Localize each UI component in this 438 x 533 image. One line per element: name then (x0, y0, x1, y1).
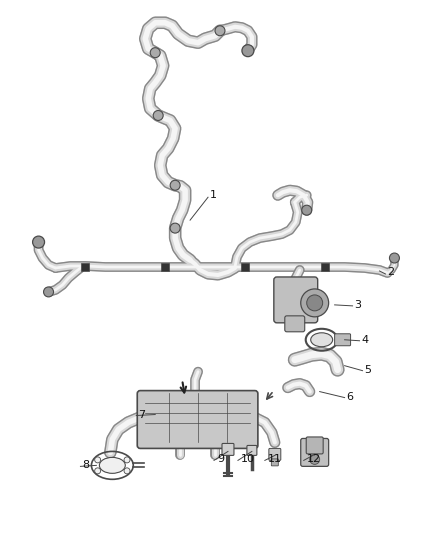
Circle shape (124, 457, 130, 463)
Text: 10: 10 (241, 455, 255, 464)
Text: 3: 3 (355, 300, 361, 310)
FancyBboxPatch shape (269, 448, 281, 461)
FancyBboxPatch shape (271, 459, 278, 466)
Text: 5: 5 (364, 365, 371, 375)
FancyBboxPatch shape (285, 316, 305, 332)
Circle shape (95, 457, 101, 463)
Text: 8: 8 (82, 461, 89, 470)
Circle shape (310, 455, 320, 464)
FancyBboxPatch shape (81, 263, 89, 271)
Circle shape (153, 110, 163, 120)
FancyBboxPatch shape (161, 263, 169, 271)
Ellipse shape (311, 333, 332, 347)
FancyBboxPatch shape (301, 439, 328, 466)
Text: 11: 11 (268, 455, 282, 464)
FancyBboxPatch shape (335, 334, 350, 346)
Circle shape (32, 236, 45, 248)
Circle shape (170, 180, 180, 190)
Circle shape (307, 295, 323, 311)
FancyBboxPatch shape (306, 437, 323, 454)
Text: 6: 6 (346, 392, 353, 401)
FancyBboxPatch shape (274, 277, 318, 323)
Text: 2: 2 (388, 267, 395, 277)
Circle shape (215, 26, 225, 36)
Text: 9: 9 (217, 455, 224, 464)
Circle shape (389, 253, 399, 263)
Text: 7: 7 (138, 409, 145, 419)
Circle shape (95, 468, 101, 474)
Circle shape (302, 205, 312, 215)
Text: 12: 12 (307, 455, 321, 464)
Circle shape (170, 223, 180, 233)
Circle shape (43, 287, 53, 297)
FancyBboxPatch shape (247, 446, 257, 455)
Circle shape (150, 47, 160, 58)
FancyBboxPatch shape (222, 443, 234, 455)
Circle shape (301, 289, 328, 317)
Circle shape (124, 468, 130, 474)
Circle shape (242, 45, 254, 56)
Ellipse shape (99, 457, 125, 473)
FancyBboxPatch shape (321, 263, 328, 271)
Text: 4: 4 (361, 335, 369, 345)
FancyBboxPatch shape (241, 263, 249, 271)
FancyBboxPatch shape (137, 391, 258, 448)
Text: 1: 1 (210, 190, 217, 200)
